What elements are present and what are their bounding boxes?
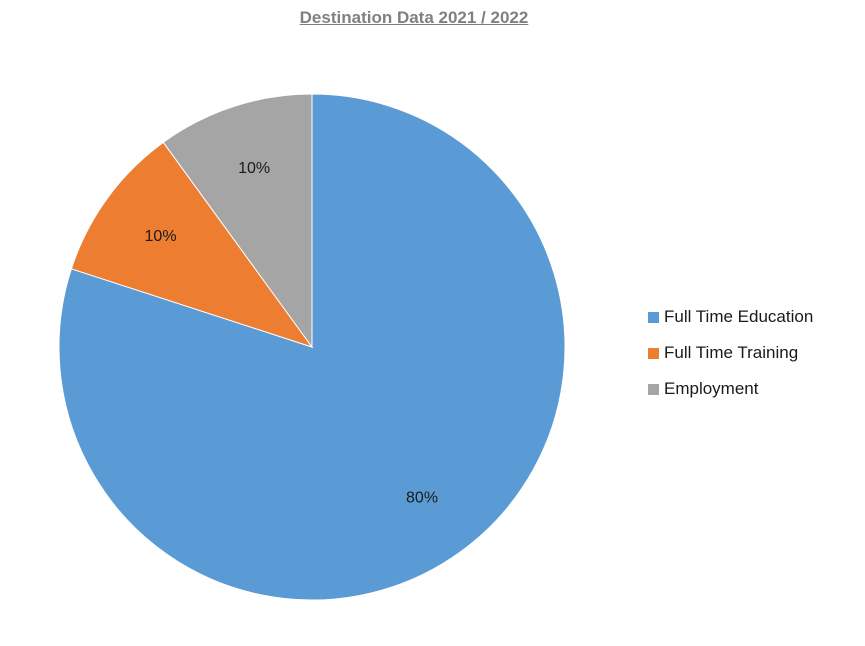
legend-label: Full Time Education bbox=[664, 307, 814, 326]
pie-data-labels: 80% 10% 10% bbox=[145, 160, 439, 507]
chart-legend: Full Time Education Full Time Training E… bbox=[648, 299, 813, 407]
legend-swatch bbox=[648, 347, 659, 359]
pie-slices bbox=[58, 93, 566, 601]
legend-label: Employment bbox=[664, 379, 759, 398]
data-label-full-time-education: 80% bbox=[406, 490, 438, 507]
legend-swatch bbox=[648, 383, 659, 395]
legend-label: Full Time Training bbox=[664, 343, 799, 362]
legend-item-full-time-education: Full Time Education bbox=[648, 299, 813, 335]
legend-item-full-time-training: Full Time Training bbox=[648, 335, 813, 371]
pie-slice-employment bbox=[162, 93, 313, 349]
data-label-full-time-training: 10% bbox=[145, 228, 177, 245]
data-label-employment: 10% bbox=[238, 160, 270, 177]
chart-title: Destination Data 2021 / 2022 bbox=[299, 8, 529, 27]
legend-swatch bbox=[648, 311, 659, 323]
pie-slice-full-time-training bbox=[70, 141, 314, 348]
legend-item-employment: Employment bbox=[648, 371, 813, 407]
